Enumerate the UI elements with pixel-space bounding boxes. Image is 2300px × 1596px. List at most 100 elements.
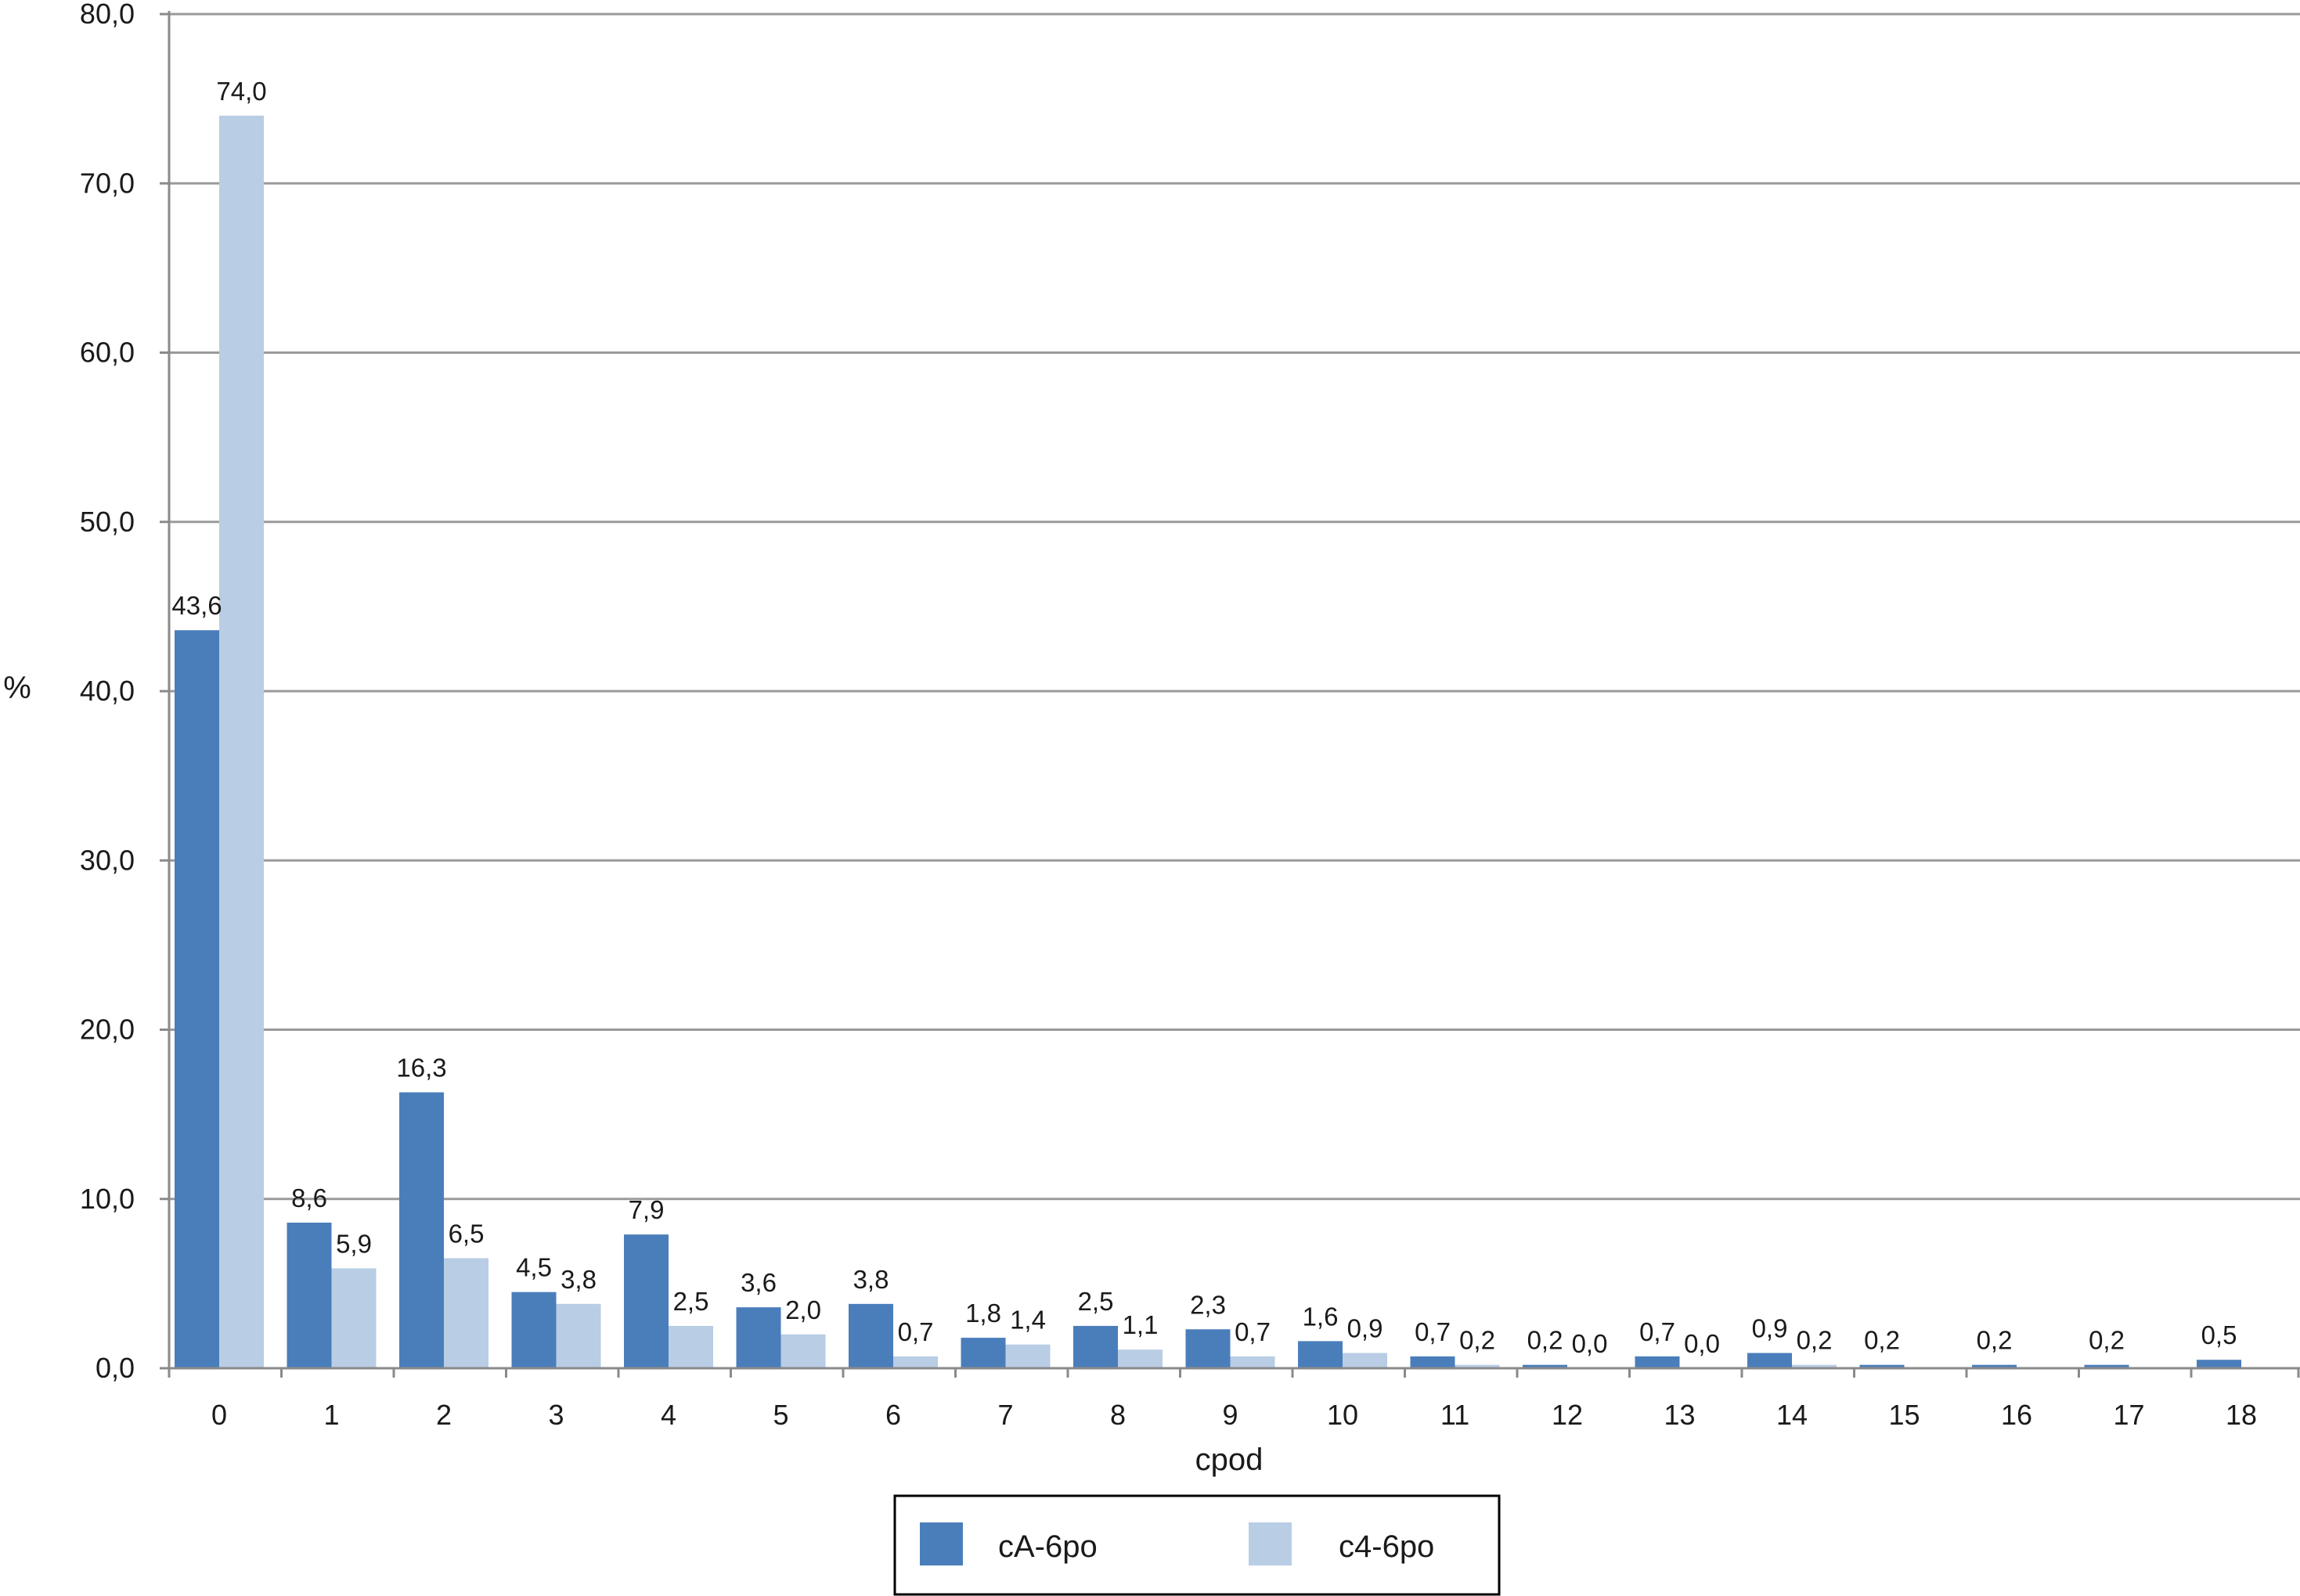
value-label-cA-6po-3: 4,5 bbox=[516, 1253, 552, 1282]
value-label-c4-6po-4: 2,5 bbox=[673, 1287, 709, 1316]
bar-cA-6po-18 bbox=[2197, 1360, 2241, 1368]
bar-cA-6po-3 bbox=[511, 1292, 557, 1368]
bar-c4-6po-10 bbox=[1343, 1353, 1387, 1368]
bar-cA-6po-0 bbox=[175, 630, 219, 1368]
value-label-cA-6po-9: 2,3 bbox=[1190, 1290, 1226, 1319]
value-label-c4-6po-12: 0,0 bbox=[1572, 1329, 1608, 1358]
value-label-cA-6po-16: 0,2 bbox=[1977, 1326, 2013, 1355]
value-label-cA-6po-8: 2,5 bbox=[1078, 1287, 1114, 1316]
y-tick-label: 40,0 bbox=[80, 675, 135, 707]
bars bbox=[175, 115, 2241, 1368]
x-tick-label: 3 bbox=[548, 1399, 564, 1431]
bar-c4-6po-0 bbox=[219, 115, 264, 1368]
x-tick-label: 14 bbox=[1776, 1399, 1808, 1431]
bar-c4-6po-3 bbox=[556, 1303, 601, 1368]
value-label-cA-6po-14: 0,9 bbox=[1752, 1314, 1788, 1343]
data-labels: 43,6 74,0 8,6 5,9 16,3 6,5 4,5 3,8 7,9 2,5 3,6 2,0 3… bbox=[171, 77, 2237, 1358]
x-tick-label: 12 bbox=[1552, 1399, 1583, 1431]
value-label-cA-6po-12: 0,2 bbox=[1527, 1326, 1563, 1355]
value-label-cA-6po-5: 3,6 bbox=[741, 1268, 777, 1297]
bar-c4-6po-5 bbox=[780, 1334, 826, 1368]
value-label-c4-6po-13: 0,0 bbox=[1684, 1329, 1720, 1358]
bar-cA-6po-12 bbox=[1523, 1364, 1567, 1368]
value-label-cA-6po-7: 1,8 bbox=[965, 1299, 1001, 1328]
bar-cA-6po-4 bbox=[624, 1234, 669, 1368]
bar-cA-6po-15 bbox=[1859, 1364, 1905, 1368]
value-label-c4-6po-14: 0,2 bbox=[1797, 1326, 1833, 1355]
x-tick-label: 16 bbox=[2001, 1399, 2032, 1431]
legend-swatch-c4-6po bbox=[1249, 1522, 1292, 1565]
x-tick-label: 8 bbox=[1110, 1399, 1126, 1431]
bar-c4-6po-4 bbox=[669, 1325, 713, 1368]
x-tick-label: 11 bbox=[1440, 1399, 1469, 1431]
legend-box bbox=[893, 1494, 1501, 1596]
bar-cA-6po-16 bbox=[1972, 1364, 2017, 1368]
bar-c4-6po-6 bbox=[893, 1356, 938, 1368]
value-label-cA-6po-6: 3,8 bbox=[853, 1265, 889, 1294]
x-tick-label: 5 bbox=[773, 1399, 788, 1431]
value-label-c4-6po-2: 6,5 bbox=[449, 1219, 485, 1248]
x-tick-label: 7 bbox=[997, 1399, 1013, 1431]
value-label-cA-6po-4: 7,9 bbox=[629, 1195, 665, 1224]
bar-c4-6po-14 bbox=[1792, 1364, 1837, 1368]
y-tick-label: 80,0 bbox=[80, 0, 135, 30]
y-tick-label: 0,0 bbox=[96, 1352, 135, 1384]
axes: 0,010,020,030,040,050,060,070,080,00 1 2 3 4… bbox=[80, 0, 2300, 1431]
x-tick-label: 18 bbox=[2226, 1399, 2257, 1431]
x-tick-label: 13 bbox=[1664, 1399, 1695, 1431]
x-tick-label: 17 bbox=[2113, 1399, 2144, 1431]
value-label-c4-6po-3: 3,8 bbox=[561, 1265, 597, 1294]
bar-cA-6po-8 bbox=[1073, 1325, 1118, 1368]
x-axis-label: cpod bbox=[1195, 1443, 1264, 1477]
value-label-c4-6po-9: 0,7 bbox=[1235, 1317, 1271, 1346]
bar-c4-6po-8 bbox=[1118, 1349, 1163, 1368]
value-label-c4-6po-8: 1,1 bbox=[1123, 1310, 1159, 1339]
legend: cA-6po c4-6po bbox=[893, 1494, 1501, 1596]
bar-cA-6po-14 bbox=[1747, 1353, 1792, 1368]
value-label-cA-6po-17: 0,2 bbox=[2089, 1326, 2125, 1355]
y-tick-label: 60,0 bbox=[80, 337, 135, 369]
x-tick-label: 1 bbox=[323, 1399, 339, 1431]
grid-lines bbox=[169, 13, 2300, 1201]
value-label-c4-6po-0: 74,0 bbox=[216, 77, 266, 106]
value-label-c4-6po-6: 0,7 bbox=[898, 1317, 934, 1346]
bar-c4-6po-7 bbox=[1005, 1344, 1051, 1368]
y-tick-label: 10,0 bbox=[80, 1183, 135, 1215]
bar-cA-6po-13 bbox=[1635, 1356, 1680, 1368]
bar-cA-6po-5 bbox=[736, 1307, 781, 1368]
value-label-cA-6po-18: 0,5 bbox=[2201, 1320, 2237, 1349]
bar-cA-6po-10 bbox=[1298, 1341, 1343, 1368]
value-label-cA-6po-13: 0,7 bbox=[1639, 1317, 1675, 1346]
value-label-c4-6po-1: 5,9 bbox=[336, 1229, 372, 1258]
x-tick-label: 0 bbox=[211, 1399, 227, 1431]
value-label-cA-6po-15: 0,2 bbox=[1864, 1326, 1900, 1355]
value-label-cA-6po-2: 16,3 bbox=[396, 1054, 446, 1083]
value-label-c4-6po-5: 2,0 bbox=[785, 1295, 821, 1324]
bar-cA-6po-9 bbox=[1185, 1329, 1231, 1368]
bar-cA-6po-7 bbox=[961, 1338, 1006, 1368]
x-tick-label: 6 bbox=[885, 1399, 901, 1431]
value-label-cA-6po-0: 43,6 bbox=[171, 591, 222, 620]
bar-cA-6po-11 bbox=[1410, 1356, 1455, 1368]
value-label-cA-6po-10: 1,6 bbox=[1303, 1302, 1339, 1331]
value-label-cA-6po-11: 0,7 bbox=[1415, 1317, 1451, 1346]
bar-cA-6po-2 bbox=[399, 1092, 444, 1368]
legend-label-c4-6po: c4-6po bbox=[1339, 1529, 1434, 1564]
x-tick-label: 9 bbox=[1222, 1399, 1238, 1431]
bar-cA-6po-1 bbox=[287, 1223, 332, 1368]
y-tick-label: 70,0 bbox=[80, 167, 135, 199]
y-tick-label: 50,0 bbox=[80, 506, 135, 538]
x-tick-label: 15 bbox=[1888, 1399, 1920, 1431]
legend-label-cA-6po: cA-6po bbox=[998, 1529, 1098, 1564]
x-tick-label: 10 bbox=[1327, 1399, 1358, 1431]
y-axis-label: % bbox=[3, 671, 31, 705]
y-tick-label: 30,0 bbox=[80, 844, 135, 876]
bar-cA-6po-17 bbox=[2084, 1364, 2129, 1368]
x-tick-label: 2 bbox=[436, 1399, 452, 1431]
x-tick-label: 4 bbox=[661, 1399, 676, 1431]
value-label-c4-6po-11: 0,2 bbox=[1459, 1326, 1495, 1355]
value-label-c4-6po-7: 1,4 bbox=[1010, 1306, 1046, 1335]
value-label-c4-6po-10: 0,9 bbox=[1347, 1314, 1383, 1343]
bar-c4-6po-1 bbox=[331, 1268, 377, 1368]
